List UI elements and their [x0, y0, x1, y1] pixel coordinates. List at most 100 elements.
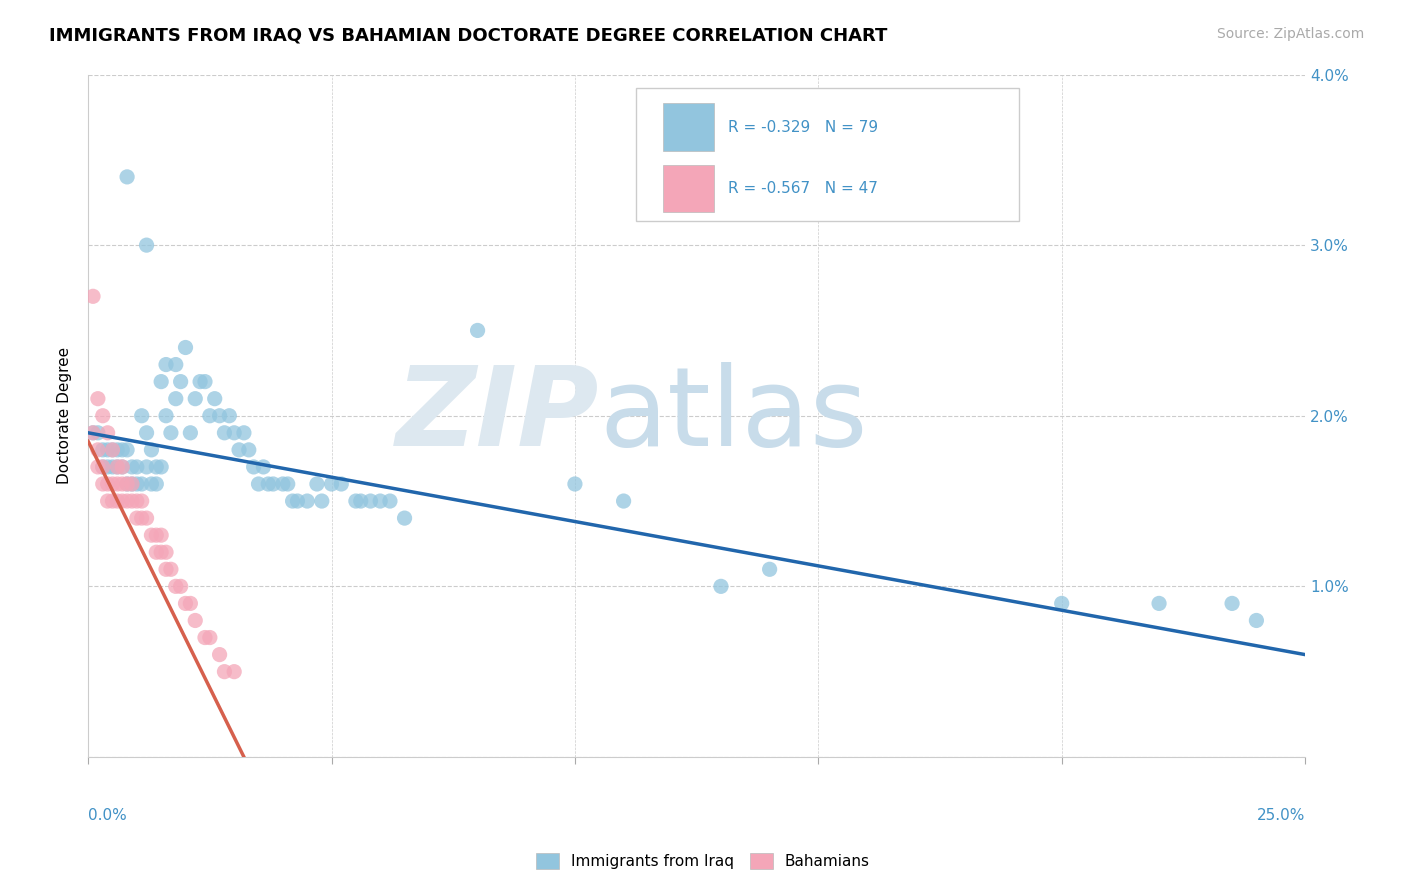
Point — [121, 459, 143, 474]
Point — [179, 425, 201, 440]
Point — [111, 442, 134, 457]
Point — [262, 477, 284, 491]
Point — [378, 494, 401, 508]
Point — [145, 477, 167, 491]
Point — [214, 665, 236, 679]
Point — [97, 442, 120, 457]
Point — [758, 562, 780, 576]
Point — [115, 477, 138, 491]
Point — [91, 459, 114, 474]
Point — [311, 494, 333, 508]
Point — [1147, 596, 1170, 610]
Point — [82, 425, 104, 440]
Point — [224, 425, 246, 440]
Point — [257, 477, 280, 491]
Point — [208, 648, 231, 662]
Point — [155, 358, 177, 372]
Point — [188, 375, 211, 389]
Point — [1050, 596, 1073, 610]
Point — [97, 494, 120, 508]
Point — [184, 392, 207, 406]
Text: R = -0.329   N = 79: R = -0.329 N = 79 — [728, 120, 879, 135]
Point — [101, 442, 124, 457]
Point — [87, 392, 110, 406]
Point — [174, 341, 197, 355]
Legend: Immigrants from Iraq, Bahamians: Immigrants from Iraq, Bahamians — [530, 847, 876, 875]
Point — [135, 459, 157, 474]
Point — [179, 596, 201, 610]
Point — [150, 545, 173, 559]
Point — [160, 425, 183, 440]
Point — [204, 392, 226, 406]
Point — [155, 545, 177, 559]
Point — [287, 494, 309, 508]
Point — [271, 477, 294, 491]
Text: 25.0%: 25.0% — [1257, 808, 1305, 823]
Point — [165, 392, 187, 406]
Point — [155, 562, 177, 576]
Point — [194, 631, 217, 645]
Point — [105, 494, 128, 508]
Text: 0.0%: 0.0% — [89, 808, 127, 823]
Point — [169, 375, 191, 389]
Bar — [662, 103, 714, 151]
Point — [91, 409, 114, 423]
Point — [97, 459, 120, 474]
Point — [145, 545, 167, 559]
Point — [228, 442, 250, 457]
Point — [101, 459, 124, 474]
Point — [252, 459, 274, 474]
Bar — [662, 165, 714, 212]
Point — [87, 442, 110, 457]
Point — [330, 477, 353, 491]
Point — [218, 409, 240, 423]
Point — [105, 442, 128, 457]
Point — [194, 375, 217, 389]
Point — [150, 528, 173, 542]
Point — [247, 477, 270, 491]
Point — [131, 409, 153, 423]
Point — [295, 494, 318, 508]
Point — [121, 494, 143, 508]
Point — [115, 477, 138, 491]
Point — [125, 511, 148, 525]
Point — [115, 169, 138, 184]
Point — [165, 358, 187, 372]
Point — [121, 477, 143, 491]
Point — [305, 477, 328, 491]
Point — [101, 494, 124, 508]
Point — [101, 442, 124, 457]
Point — [368, 494, 391, 508]
Point — [82, 289, 104, 303]
Point — [91, 477, 114, 491]
Point — [125, 477, 148, 491]
Point — [97, 477, 120, 491]
Point — [87, 459, 110, 474]
Point — [169, 579, 191, 593]
Point — [111, 459, 134, 474]
Point — [141, 528, 163, 542]
Point — [321, 477, 343, 491]
Point — [150, 375, 173, 389]
Y-axis label: Doctorate Degree: Doctorate Degree — [58, 347, 72, 484]
Point — [135, 511, 157, 525]
Point — [91, 442, 114, 457]
Point — [121, 477, 143, 491]
Point — [111, 494, 134, 508]
Point — [131, 511, 153, 525]
Point — [710, 579, 733, 593]
FancyBboxPatch shape — [636, 88, 1019, 221]
Text: atlas: atlas — [599, 362, 868, 469]
Point — [135, 425, 157, 440]
Point — [198, 409, 221, 423]
Point — [174, 596, 197, 610]
Point — [131, 477, 153, 491]
Point — [198, 631, 221, 645]
Point — [214, 425, 236, 440]
Point — [111, 459, 134, 474]
Text: Source: ZipAtlas.com: Source: ZipAtlas.com — [1216, 27, 1364, 41]
Text: R = -0.567   N = 47: R = -0.567 N = 47 — [728, 181, 879, 196]
Point — [232, 425, 254, 440]
Point — [97, 425, 120, 440]
Point — [281, 494, 304, 508]
